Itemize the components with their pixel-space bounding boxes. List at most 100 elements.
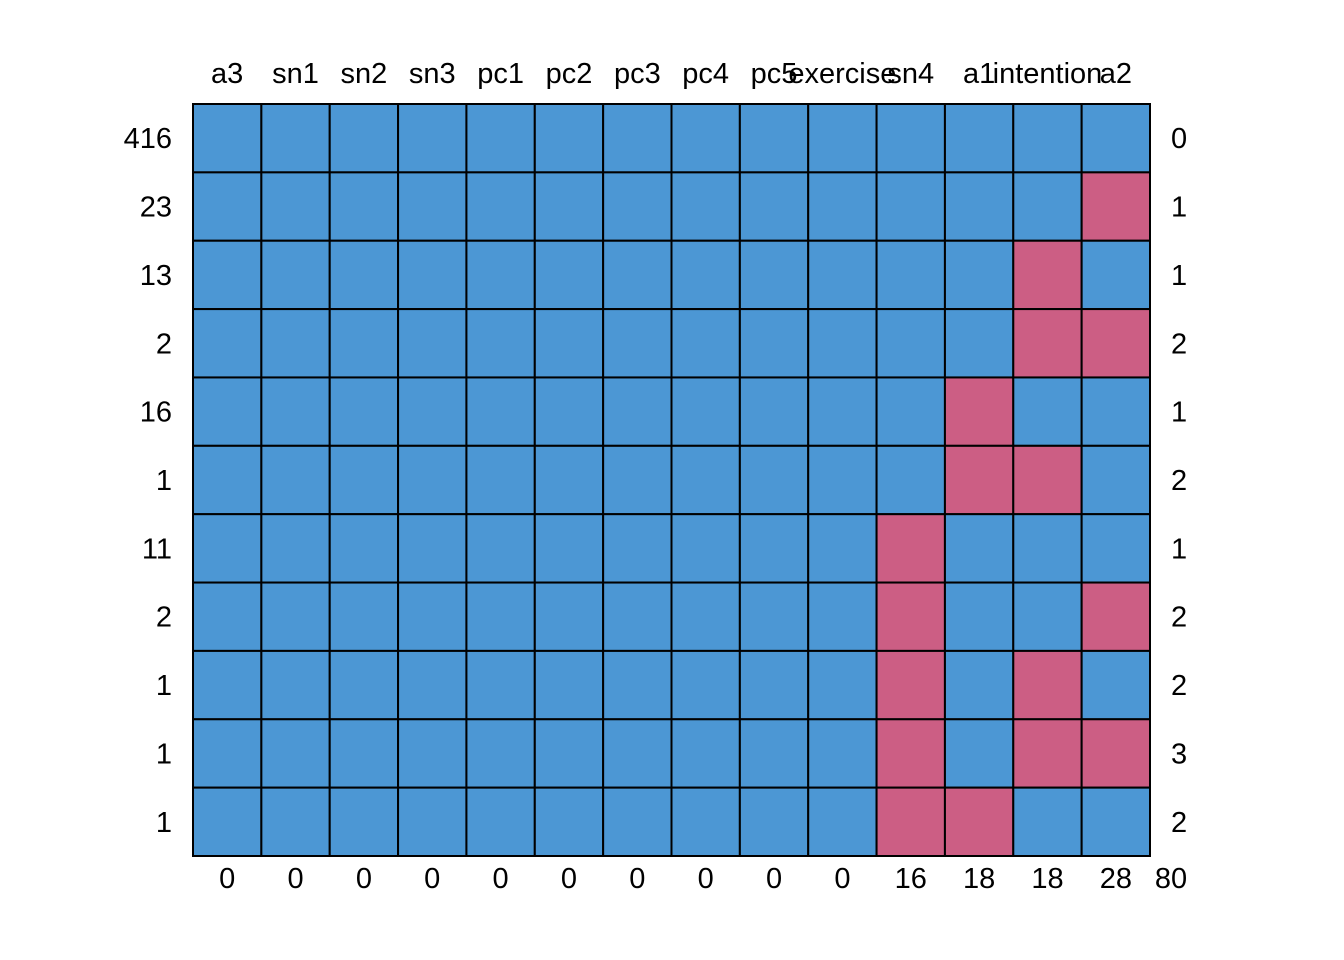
observed-cell	[533, 239, 605, 311]
pattern-frequency: 1	[156, 738, 172, 770]
pattern-missing-count: 1	[1171, 260, 1187, 292]
variable-label: sn2	[341, 58, 388, 90]
observed-cell	[875, 103, 946, 174]
observed-cell	[602, 718, 673, 789]
observed-cell	[738, 239, 810, 311]
observed-cell	[875, 444, 946, 516]
observed-cell	[738, 649, 810, 721]
observed-cell	[260, 103, 331, 174]
observed-cell	[260, 308, 331, 379]
observed-cell	[397, 239, 468, 311]
variable-missing-counts: 0 0 0 0 0 0 0 0 0 0 16 18 18 28	[219, 863, 1132, 895]
observed-cell	[328, 171, 400, 242]
observed-cell	[602, 513, 673, 584]
observed-cell	[875, 171, 946, 242]
variable-label: a1	[963, 58, 995, 90]
observed-cell	[533, 513, 605, 584]
observed-cell	[260, 171, 331, 242]
pattern-cells	[192, 103, 1151, 857]
observed-cell	[1012, 376, 1083, 447]
observed-cell	[397, 308, 468, 379]
observed-cell	[328, 376, 400, 447]
observed-cell	[670, 718, 741, 789]
observed-cell	[1080, 376, 1151, 447]
observed-cell	[670, 376, 741, 447]
observed-cell	[807, 171, 878, 242]
observed-cell	[1012, 103, 1083, 174]
observed-cell	[807, 513, 878, 584]
observed-cell	[328, 444, 400, 516]
missing-cell	[1080, 308, 1151, 379]
observed-cell	[533, 444, 605, 516]
pattern-frequency: 2	[156, 602, 172, 634]
missing-cell	[1012, 239, 1083, 311]
observed-cell	[1012, 513, 1083, 584]
observed-cell	[533, 308, 605, 379]
pattern-frequency: 11	[142, 533, 172, 565]
observed-cell	[192, 103, 263, 174]
missing-cell	[1080, 171, 1151, 242]
missing-cell	[875, 513, 946, 584]
variable-missing-count: 0	[493, 863, 509, 895]
observed-cell	[602, 786, 673, 857]
observed-cell	[943, 581, 1015, 652]
pattern-missing-count: 1	[1171, 397, 1187, 429]
observed-cell	[260, 649, 331, 721]
observed-cell	[533, 581, 605, 652]
observed-cell	[465, 103, 536, 174]
observed-cell	[738, 581, 810, 652]
pattern-missing-count: 1	[1171, 533, 1187, 565]
observed-cell	[602, 376, 673, 447]
variable-missing-count: 0	[219, 863, 235, 895]
observed-cell	[192, 376, 263, 447]
observed-cell	[397, 581, 468, 652]
observed-cell	[260, 513, 331, 584]
observed-cell	[192, 649, 263, 721]
variable-missing-count: 0	[561, 863, 577, 895]
observed-cell	[602, 649, 673, 721]
observed-cell	[397, 649, 468, 721]
observed-cell	[465, 171, 536, 242]
observed-cell	[602, 308, 673, 379]
observed-cell	[943, 649, 1015, 721]
observed-cell	[397, 718, 468, 789]
observed-cell	[533, 376, 605, 447]
observed-cell	[328, 786, 400, 857]
observed-cell	[465, 444, 536, 516]
missing-cell	[1080, 581, 1151, 652]
observed-cell	[602, 581, 673, 652]
observed-cell	[260, 376, 331, 447]
observed-cell	[670, 444, 741, 516]
observed-cell	[328, 649, 400, 721]
observed-cell	[397, 513, 468, 584]
pattern-frequency: 13	[140, 260, 172, 292]
missing-cell	[1012, 718, 1083, 789]
observed-cell	[328, 239, 400, 311]
pattern-missing-count-labels: 0 1 1 2 1 2 1 2 2 3 2	[1171, 123, 1187, 839]
observed-cell	[670, 171, 741, 242]
observed-cell	[260, 444, 331, 516]
observed-cell	[465, 308, 536, 379]
observed-cell	[943, 103, 1015, 174]
pattern-missing-count: 1	[1171, 192, 1187, 224]
observed-cell	[1080, 103, 1151, 174]
observed-cell	[1012, 581, 1083, 652]
observed-cell	[875, 239, 946, 311]
variable-label: pc1	[477, 58, 524, 90]
variable-label: sn1	[272, 58, 319, 90]
variable-label: sn3	[409, 58, 456, 90]
observed-cell	[738, 718, 810, 789]
observed-cell	[465, 376, 536, 447]
variable-label: pc2	[546, 58, 593, 90]
pattern-missing-count: 2	[1171, 465, 1187, 497]
observed-cell	[1080, 649, 1151, 721]
observed-cell	[670, 103, 741, 174]
pattern-missing-count: 2	[1171, 602, 1187, 634]
observed-cell	[875, 308, 946, 379]
observed-cell	[260, 786, 331, 857]
observed-cell	[602, 103, 673, 174]
variable-label: intention	[993, 58, 1103, 90]
observed-cell	[192, 239, 263, 311]
pattern-missing-count: 2	[1171, 328, 1187, 360]
observed-cell	[260, 718, 331, 789]
